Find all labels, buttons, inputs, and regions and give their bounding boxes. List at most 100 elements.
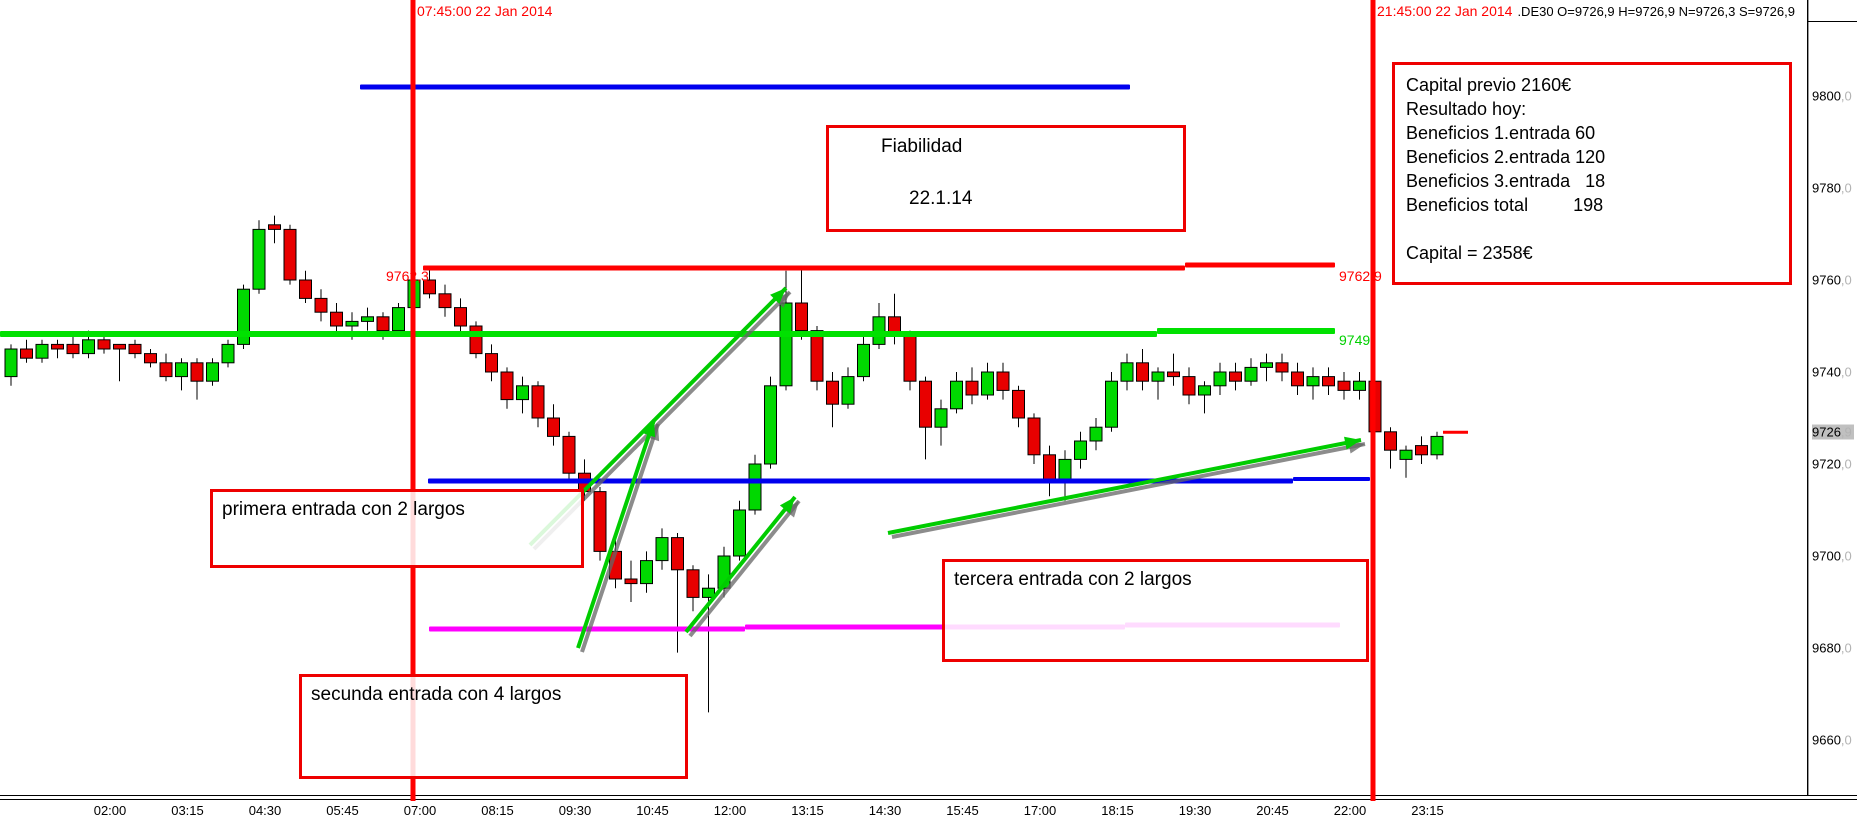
candle-body	[531, 385, 545, 419]
horizontal-level-line	[428, 478, 1293, 484]
trade-arrow-head	[770, 288, 786, 304]
candle-body	[128, 343, 142, 355]
fiabilidad-date: 22.1.14	[909, 188, 973, 209]
candle-body	[826, 380, 839, 405]
first-entry-note-box[interactable]: primera entrada con 2 largos	[210, 489, 584, 568]
candle-body	[1322, 376, 1335, 387]
time-axis-line	[0, 799, 1857, 800]
candle-body	[547, 417, 560, 437]
candle-body	[686, 569, 700, 598]
candle-body	[562, 435, 576, 474]
candle-body	[113, 343, 126, 350]
capital-summary-line: Capital = 2358€	[1406, 243, 1533, 263]
x-axis-label: 23:15	[1411, 803, 1444, 818]
x-axis-label: 18:15	[1101, 803, 1134, 818]
candle-body	[903, 334, 917, 382]
candle-body	[66, 343, 80, 355]
candle-body	[624, 578, 638, 585]
x-axis-label: 19:30	[1178, 803, 1212, 818]
candle-body	[1120, 362, 1134, 382]
candle-body	[1244, 366, 1258, 382]
x-axis-label: 13:15	[791, 803, 824, 818]
candle-body	[1291, 371, 1304, 387]
trade-arrow-shadow	[580, 423, 660, 653]
candle-body	[934, 408, 948, 428]
capital-summary-line: Resultado hoy:	[1406, 99, 1527, 119]
candle-body	[175, 362, 188, 378]
session-end-time-label: 21:45:00 22 Jan 2014	[1377, 3, 1513, 19]
candle-body	[919, 380, 932, 428]
candle-body	[438, 293, 452, 309]
candle-body	[1027, 417, 1041, 456]
horizontal-level-line	[360, 84, 1130, 90]
candle-body	[159, 362, 173, 378]
x-axis-label: 17:00	[1023, 803, 1057, 818]
current-price-tick	[1443, 430, 1468, 434]
candle-body	[376, 316, 390, 332]
header-divider	[1807, 21, 1857, 22]
x-axis-label: 07:00	[403, 803, 437, 818]
horizontal-level-line	[0, 331, 1157, 337]
candle-body	[996, 371, 1010, 391]
candle-body	[51, 343, 64, 350]
candle-body	[1275, 362, 1289, 373]
trade-arrow-head	[779, 497, 795, 514]
horizontal-level-line	[1157, 328, 1335, 334]
candle-body	[1074, 440, 1087, 460]
trade-arrow	[887, 438, 1362, 535]
candle-body	[97, 339, 111, 350]
candle-body	[1182, 376, 1196, 396]
candle-body	[779, 302, 793, 387]
session-vertical-line	[410, 0, 416, 801]
fiabilidad-note-box[interactable]: Fiabilidad 22.1.14	[826, 125, 1186, 232]
candle-body	[1353, 380, 1366, 391]
y-axis-label: 9760,0	[1812, 272, 1852, 288]
candle-body	[1043, 454, 1056, 483]
candle-body	[1089, 426, 1103, 442]
candle-body	[1213, 371, 1227, 387]
candle-body	[516, 385, 529, 401]
candle-body	[841, 376, 855, 405]
candle-body	[1306, 376, 1320, 387]
candle-body	[206, 362, 219, 382]
second-entry-note-text: secunda entrada con 4 largos	[311, 684, 562, 705]
candle-body	[454, 307, 467, 327]
capital-summary-line: Beneficios 2.entrada 120	[1406, 147, 1606, 167]
fiabilidad-title: Fiabilidad	[881, 136, 963, 157]
capital-summary-box[interactable]: Capital previo 2160€ Resultado hoy: Benefi…	[1392, 62, 1792, 285]
candle-body	[485, 353, 498, 373]
third-entry-note-box[interactable]: tercera entrada con 2 largos	[942, 559, 1369, 662]
x-axis-label: 08:15	[481, 803, 514, 818]
x-axis-label: 12:00	[713, 803, 747, 818]
x-axis-label: 22:00	[1333, 803, 1367, 818]
trade-arrow-head	[642, 420, 656, 438]
candle-body	[500, 371, 514, 401]
second-entry-note-box[interactable]: secunda entrada con 4 largos	[299, 674, 688, 779]
y-axis-label: 9660,0	[1812, 732, 1852, 748]
level-price-label: 9762,3	[386, 268, 429, 284]
session-vertical-line	[1370, 0, 1376, 801]
trade-arrow-shadow	[783, 501, 799, 518]
trade-arrow-shadow	[891, 442, 1366, 539]
candle-body	[655, 537, 669, 562]
candle-body	[1399, 449, 1413, 460]
horizontal-level-line	[423, 265, 1185, 271]
x-axis-label: 10:45	[636, 803, 669, 818]
x-axis-label: 03:15	[171, 803, 204, 818]
candle-body	[299, 279, 312, 299]
candle-body	[1384, 431, 1397, 451]
x-axis-label: 04:30	[248, 803, 282, 818]
candle-body	[345, 320, 359, 327]
trade-arrow-shadow	[688, 499, 801, 638]
horizontal-level-line	[1185, 262, 1335, 268]
candle-body	[965, 380, 979, 396]
candle-body	[82, 339, 95, 355]
candle-body	[593, 491, 607, 552]
y-axis-current-price-label: 9726,9	[1812, 424, 1854, 440]
candle-body	[1136, 362, 1149, 382]
candle-body	[1167, 371, 1180, 378]
y-axis-label: 9780,0	[1812, 180, 1852, 196]
candle-body	[1151, 371, 1165, 382]
